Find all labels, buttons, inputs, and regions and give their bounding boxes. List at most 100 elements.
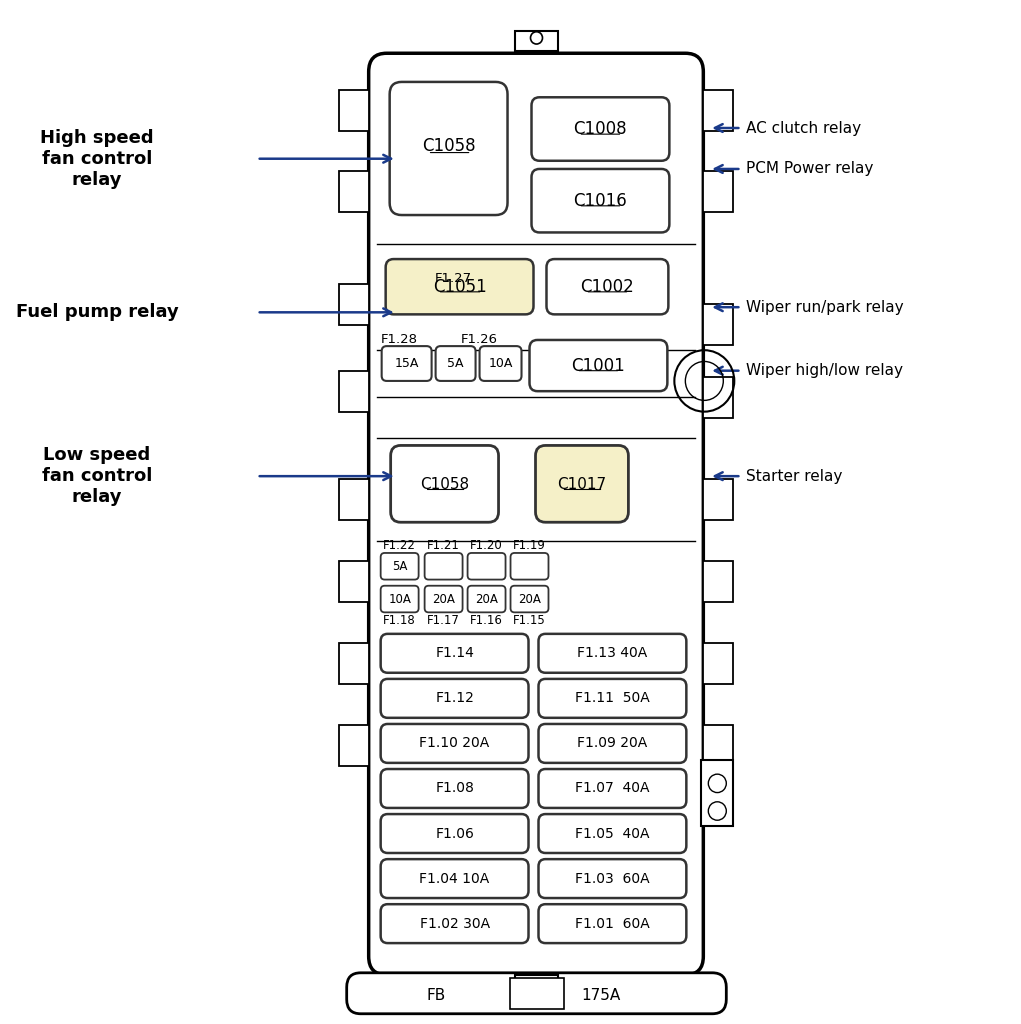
Bar (703, 479, 733, 520)
Text: F1.27: F1.27 (435, 272, 472, 285)
FancyBboxPatch shape (538, 814, 686, 853)
Bar (703, 90, 733, 131)
Text: F1.22: F1.22 (383, 540, 417, 552)
Bar (701, 760, 733, 826)
Text: F1.20: F1.20 (471, 540, 503, 552)
Text: C1017: C1017 (556, 477, 606, 492)
Bar (703, 171, 733, 212)
Text: PCM Power relay: PCM Power relay (746, 162, 874, 176)
Text: F1.09 20A: F1.09 20A (577, 736, 647, 751)
Bar (349, 97, 361, 124)
FancyBboxPatch shape (532, 97, 670, 161)
Text: C1016: C1016 (574, 191, 627, 210)
Bar (339, 643, 369, 684)
Bar (349, 291, 361, 317)
FancyBboxPatch shape (390, 82, 507, 215)
Bar (703, 643, 733, 684)
Text: 10A: 10A (388, 593, 411, 605)
FancyBboxPatch shape (381, 586, 419, 612)
FancyBboxPatch shape (538, 859, 686, 898)
Text: F1.07  40A: F1.07 40A (575, 781, 649, 796)
FancyBboxPatch shape (382, 346, 432, 381)
Bar (339, 561, 369, 602)
Text: High speed
fan control
relay: High speed fan control relay (40, 129, 154, 188)
Text: F1.01  60A: F1.01 60A (575, 916, 649, 931)
Text: C1051: C1051 (433, 278, 486, 296)
FancyBboxPatch shape (381, 679, 529, 718)
FancyBboxPatch shape (381, 904, 529, 943)
Text: F1.04 10A: F1.04 10A (420, 871, 490, 886)
Bar (711, 178, 723, 205)
Text: F1.05  40A: F1.05 40A (575, 826, 649, 841)
Text: F1.13 40A: F1.13 40A (577, 646, 647, 660)
Text: F1.21: F1.21 (427, 540, 460, 552)
Text: C1001: C1001 (572, 356, 625, 375)
FancyBboxPatch shape (381, 724, 529, 763)
Text: Starter relay: Starter relay (746, 469, 842, 483)
FancyBboxPatch shape (538, 634, 686, 673)
Bar (509, 978, 565, 1009)
FancyBboxPatch shape (425, 586, 463, 612)
Bar (703, 304, 733, 345)
FancyBboxPatch shape (381, 634, 529, 673)
Text: FB: FB (427, 988, 446, 1002)
FancyBboxPatch shape (535, 445, 628, 522)
Text: F1.10 20A: F1.10 20A (420, 736, 490, 751)
Text: F1.02 30A: F1.02 30A (420, 916, 490, 931)
Text: F1.26: F1.26 (461, 334, 498, 346)
Text: C1058: C1058 (422, 137, 476, 156)
FancyBboxPatch shape (538, 724, 686, 763)
FancyBboxPatch shape (468, 586, 505, 612)
Text: F1.08: F1.08 (435, 781, 474, 796)
FancyBboxPatch shape (532, 169, 670, 232)
Text: 20A: 20A (432, 593, 455, 605)
Bar (711, 97, 723, 124)
Text: Wiper high/low relay: Wiper high/low relay (746, 364, 904, 378)
FancyBboxPatch shape (538, 769, 686, 808)
Text: F1.03  60A: F1.03 60A (575, 871, 649, 886)
FancyBboxPatch shape (510, 553, 548, 580)
Text: F1.14: F1.14 (435, 646, 474, 660)
Text: F1.18: F1.18 (383, 614, 416, 627)
Bar (339, 90, 369, 131)
Text: 20A: 20A (475, 593, 498, 605)
Text: F1.06: F1.06 (435, 826, 474, 841)
Bar (711, 650, 723, 677)
Bar (515, 31, 558, 51)
FancyBboxPatch shape (530, 340, 668, 391)
Bar (349, 486, 361, 513)
Text: 20A: 20A (518, 593, 541, 605)
Text: F1.12: F1.12 (435, 691, 474, 706)
Bar (349, 568, 361, 595)
Bar (703, 377, 733, 418)
Bar (515, 975, 558, 993)
Bar (339, 479, 369, 520)
Text: Fuel pump relay: Fuel pump relay (15, 303, 179, 322)
FancyBboxPatch shape (425, 553, 463, 580)
Text: 175A: 175A (582, 988, 621, 1002)
FancyBboxPatch shape (386, 259, 534, 314)
Text: F1.15: F1.15 (514, 614, 546, 627)
Bar (703, 725, 733, 766)
FancyBboxPatch shape (480, 346, 522, 381)
FancyBboxPatch shape (468, 553, 505, 580)
Text: C1008: C1008 (574, 120, 627, 138)
FancyBboxPatch shape (510, 586, 548, 612)
Text: Wiper run/park relay: Wiper run/park relay (746, 300, 904, 314)
Text: F1.17: F1.17 (427, 614, 460, 627)
FancyBboxPatch shape (369, 53, 703, 975)
Bar (711, 384, 723, 411)
Bar (703, 561, 733, 602)
Bar (349, 650, 361, 677)
Text: 15A: 15A (394, 357, 419, 370)
Text: F1.19: F1.19 (514, 540, 546, 552)
Bar (339, 171, 369, 212)
Text: 5A: 5A (392, 560, 407, 572)
Bar (349, 378, 361, 404)
FancyBboxPatch shape (546, 259, 669, 314)
Bar (711, 568, 723, 595)
Text: F1.16: F1.16 (470, 614, 503, 627)
Text: F1.11  50A: F1.11 50A (575, 691, 649, 706)
FancyBboxPatch shape (381, 769, 529, 808)
Text: Low speed
fan control
relay: Low speed fan control relay (42, 446, 152, 506)
